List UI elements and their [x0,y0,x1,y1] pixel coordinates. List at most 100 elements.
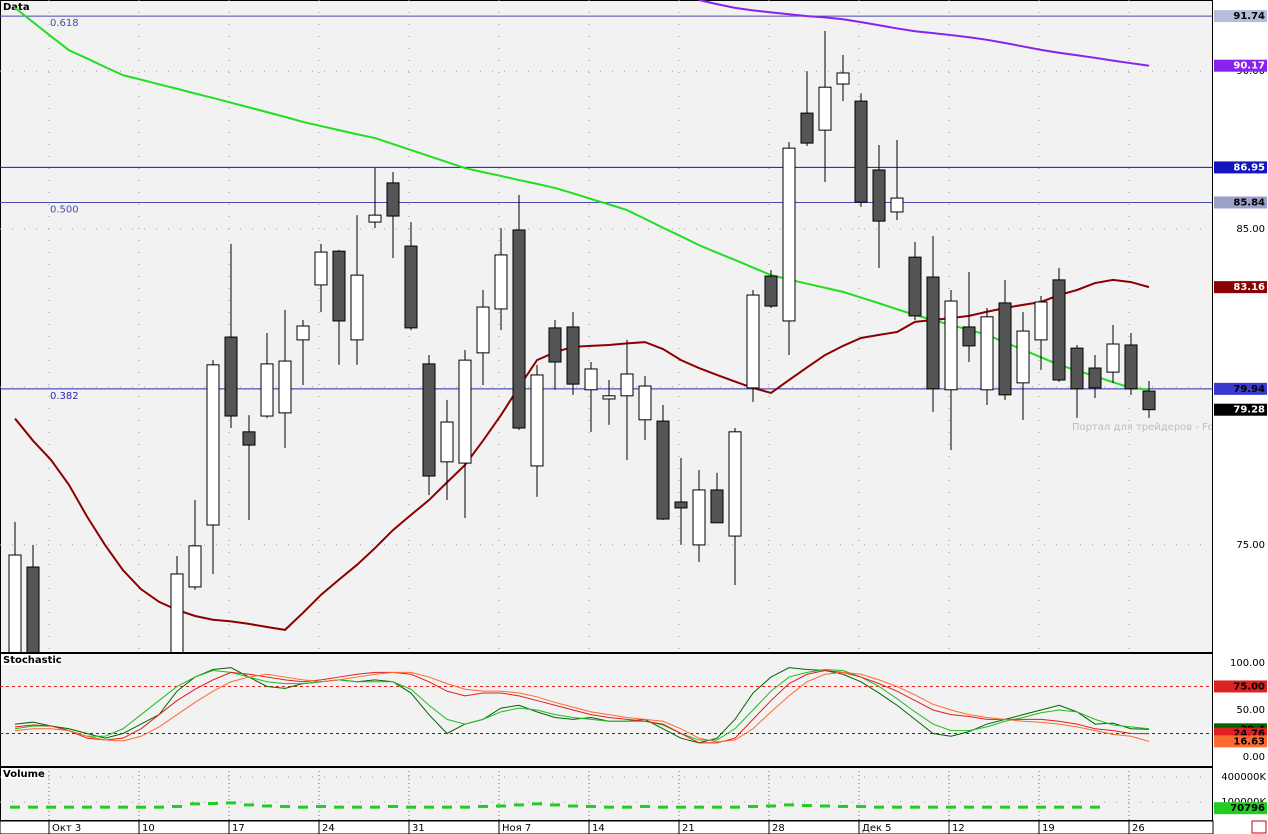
line-last-value: 83.16 [1233,282,1265,293]
level-value: 85.84 [1233,197,1265,208]
volume-dash [604,805,614,809]
volume-dash [820,804,830,808]
x-tick-label: 28 [772,823,785,834]
candle-body [962,326,976,347]
volume-dash [190,802,200,806]
candle-body [404,245,418,329]
candle-body [566,326,580,385]
volume-dash [964,805,974,809]
volume-dash [1072,805,1082,809]
volume-dash [928,805,938,809]
x-tick-label: Дек 5 [862,823,892,834]
y-tick-label: 400000K [1221,772,1266,783]
volume-dash [208,801,218,805]
volume-dash [496,804,506,808]
volume-dash [28,805,38,809]
volume-dash [802,804,812,808]
volume-dash [136,805,146,809]
volume-dash [766,804,776,808]
x-tick-label: 26 [1132,823,1145,834]
candle-body [1142,390,1156,411]
pane-title-box [1,654,55,665]
candle-body [1088,367,1102,389]
line-last-value-box [1214,281,1267,294]
candle-body [422,363,436,477]
volume-dash [730,805,740,809]
price-pane [0,0,1213,653]
series-last-value: 16.63 [1233,736,1265,747]
hline-value-box [1214,161,1267,174]
line-last-value: 90.17 [1233,61,1265,72]
pane-title: Data [3,2,30,13]
candle-body [746,294,760,389]
candle-body [728,431,742,537]
volume-dash [676,805,686,809]
candle-body [818,86,832,131]
candle-body [800,112,814,144]
candle-body [224,336,238,417]
candle-body [332,250,346,322]
x-tick-label: 14 [592,823,605,834]
x-tick-label: 19 [1042,823,1055,834]
candle-body [674,501,688,509]
candle-body [368,214,382,223]
scroll-icon[interactable] [1251,820,1267,834]
volume-dash [10,805,20,809]
candle-body [944,300,958,391]
volume-dash [82,805,92,809]
y-tick-label: 100.00 [1230,658,1265,669]
y-tick-label: 75.00 [1236,540,1265,551]
stochastic-line [14,669,1150,741]
close-value-box [1214,403,1267,416]
volume-dash [892,805,902,809]
candle-body [926,276,940,390]
volume-dash [982,805,992,809]
candle-body [872,169,886,222]
fib-label: 0.500 [50,204,79,215]
x-tick-label: Окт 3 [52,823,81,834]
candle-body [458,359,472,464]
volume-dash [712,805,722,809]
candle-body [8,554,22,652]
moving-average [698,0,1150,67]
candle-body [530,374,544,467]
candle-body [782,147,796,322]
candle-body [836,72,850,85]
volume-dash [658,805,668,809]
volume-pane [0,767,1213,821]
candle-body [296,325,310,341]
watermark: Портал для трейдеров - ForTrader.ru [1072,422,1262,433]
fib-label: 0.382 [50,391,79,402]
y-tick-label: 50.00 [1236,705,1265,716]
candle-body [692,489,706,546]
volume-dash [1000,805,1010,809]
candle-body [440,421,454,463]
volume-dash [226,801,236,805]
volume-dash [694,805,704,809]
volume-dash [640,804,650,808]
volume-last-value-box [1214,802,1267,815]
volume-dash [514,803,524,807]
x-tick-label: Ноя 7 [502,823,531,834]
candle-body [260,363,274,417]
volume-dash [262,804,272,808]
candle-body [638,385,652,421]
candle-body [1016,330,1030,384]
level-value: 79.94 [1233,384,1265,395]
candle-body [854,100,868,203]
candle-body [188,545,202,588]
volume-dash [298,805,308,809]
candle-body [908,256,922,317]
candle-body [386,182,400,217]
candle-body [170,573,184,652]
volume-dash [460,805,470,809]
candle-body [710,489,724,524]
volume-dash [856,804,866,808]
volume-dash [244,803,254,807]
volume-dash [910,805,920,809]
right-axis [1213,0,1268,834]
volume-dash [154,805,164,809]
level-value-box [1214,196,1267,209]
